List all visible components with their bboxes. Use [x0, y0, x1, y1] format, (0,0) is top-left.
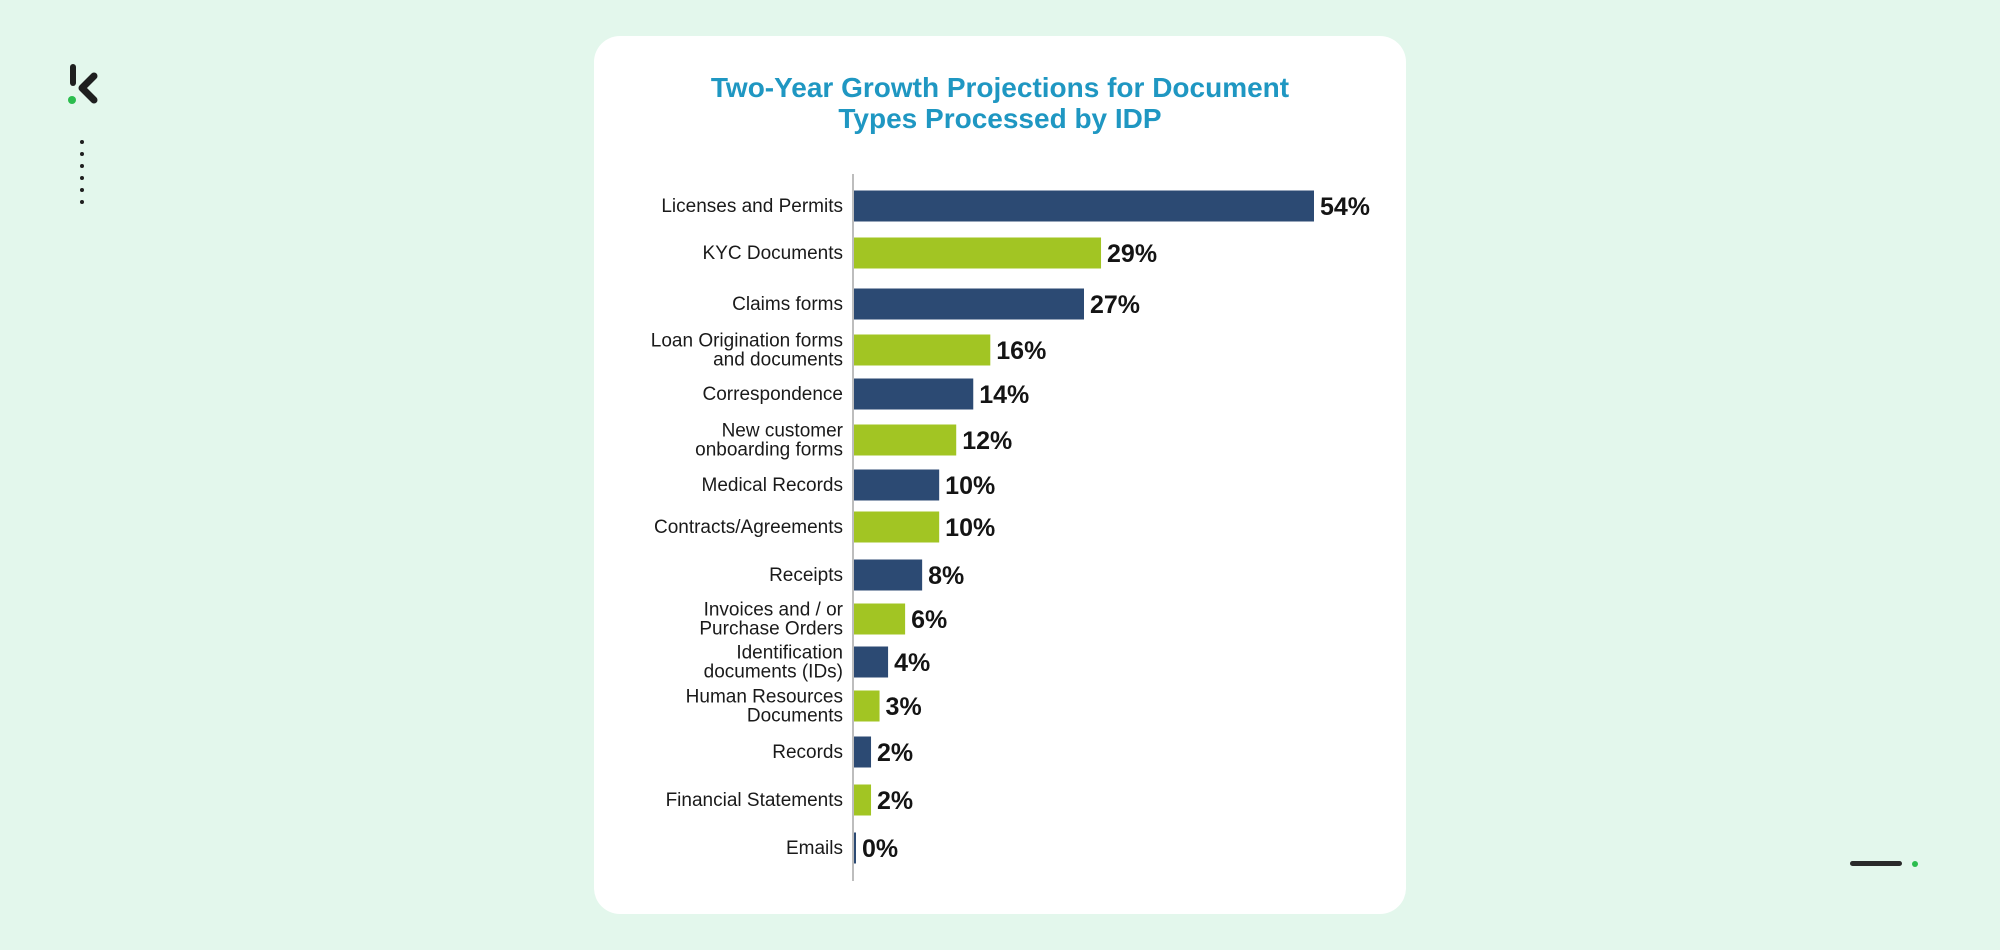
brand-logo-icon [64, 62, 104, 110]
category-label: and documents [713, 350, 843, 371]
bar-value-label: 2% [877, 787, 913, 815]
category-label: Emails [786, 838, 843, 859]
category-label: Correspondence [703, 384, 843, 405]
bar [854, 469, 940, 501]
category-label: onboarding forms [695, 440, 843, 461]
category-label: Medical Records [702, 475, 844, 496]
category-label: Identification [736, 643, 843, 664]
category-label: Invoices and / or [704, 600, 844, 621]
slide-pager-indicator [1850, 859, 1920, 869]
bar [854, 559, 923, 591]
bar [854, 832, 856, 864]
chart-title: Two-Year Growth Projections for Document… [594, 72, 1406, 134]
category-label: New customer [722, 421, 844, 442]
category-label: Claims forms [732, 294, 843, 315]
bar-value-label: 8% [928, 562, 964, 590]
category-label: Financial Statements [666, 790, 843, 811]
bar [854, 288, 1084, 320]
bar [854, 603, 906, 635]
bar-value-label: 12% [962, 427, 1012, 455]
bar [854, 424, 957, 456]
bar [854, 784, 872, 816]
bar-value-label: 4% [894, 649, 930, 677]
bar-value-label: 10% [945, 472, 995, 500]
category-label: documents (IDs) [704, 662, 843, 683]
bar [854, 237, 1102, 269]
category-label: Documents [747, 706, 843, 727]
bar-value-label: 16% [996, 337, 1046, 365]
category-label: Contracts/Agreements [654, 517, 843, 538]
bar-value-label: 0% [862, 835, 898, 863]
bar-value-label: 29% [1107, 240, 1157, 268]
bar-value-label: 14% [979, 381, 1029, 409]
pager-active-bar [1850, 861, 1902, 866]
bar [854, 646, 889, 678]
vertical-dots-decoration [80, 140, 86, 212]
category-label: Purchase Orders [699, 619, 843, 640]
bar [854, 736, 872, 768]
bar-chart: 54% Licenses and Permits 29% KYC Documents 2… [651, 174, 1370, 881]
bar [854, 690, 880, 722]
bar [854, 378, 974, 410]
category-label: Licenses and Permits [661, 196, 843, 217]
bar-value-label: 2% [877, 739, 913, 767]
chart-title-line-2: Types Processed by IDP [838, 103, 1162, 134]
bar [854, 511, 940, 543]
category-label: Records [772, 742, 843, 763]
chart-card: Two-Year Growth Projections for Document… [594, 36, 1406, 914]
pager-dot [1912, 861, 1918, 867]
bar-value-label: 27% [1090, 291, 1140, 319]
category-label: Receipts [769, 565, 843, 586]
category-label: Human Resources [686, 687, 843, 708]
chart-title-line-1: Two-Year Growth Projections for Document [710, 72, 1290, 103]
category-label: Loan Origination forms [651, 331, 843, 352]
bar-value-label: 3% [886, 693, 922, 721]
bar-value-label: 6% [911, 606, 947, 634]
bar [854, 334, 991, 366]
bar-value-label: 10% [945, 514, 995, 542]
bar [854, 190, 1314, 222]
category-label: KYC Documents [703, 243, 843, 264]
bar-value-label: 54% [1320, 193, 1370, 221]
